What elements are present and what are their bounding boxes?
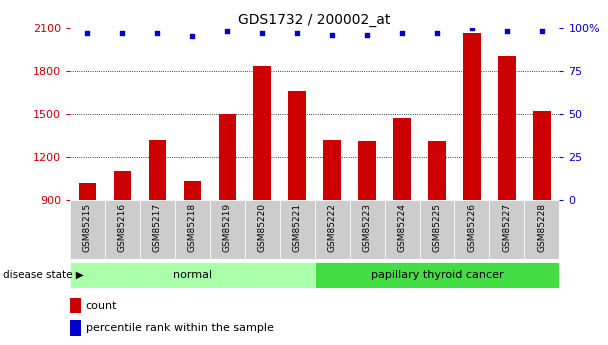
Point [362,32,372,37]
Text: disease state ▶: disease state ▶ [3,270,84,280]
Bar [280,200,315,259]
Text: percentile rank within the sample: percentile rank within the sample [86,323,274,333]
Title: GDS1732 / 200002_at: GDS1732 / 200002_at [238,12,391,27]
Point [432,30,442,36]
Bar [358,141,376,200]
Text: GSM85224: GSM85224 [398,203,407,252]
Bar [489,200,525,259]
Text: GSM85228: GSM85228 [537,203,547,252]
Bar [288,91,306,200]
Text: papillary thyroid cancer: papillary thyroid cancer [371,270,503,280]
Bar [315,262,559,288]
Bar [428,141,446,200]
Point [467,25,477,30]
Point [187,33,197,39]
Text: GSM85215: GSM85215 [83,203,92,252]
Bar [315,200,350,259]
Text: normal: normal [173,270,212,280]
Bar [420,200,454,259]
Text: GSM85221: GSM85221 [292,203,302,252]
Bar [78,183,96,200]
Text: GSM85216: GSM85216 [118,203,127,252]
Bar [70,200,105,259]
Point [327,32,337,37]
Text: GSM85219: GSM85219 [223,203,232,252]
Point [117,30,127,36]
Point [83,30,92,36]
Text: GSM85220: GSM85220 [258,203,267,252]
Text: count: count [86,301,117,311]
Bar [498,56,516,200]
Bar [210,200,244,259]
Text: GSM85217: GSM85217 [153,203,162,252]
Point [397,30,407,36]
Text: GSM85218: GSM85218 [188,203,197,252]
Bar [70,320,81,336]
Bar [454,200,489,259]
Point [292,30,302,36]
Text: GSM85225: GSM85225 [432,203,441,252]
Bar [70,298,81,313]
Bar [323,140,341,200]
Bar [385,200,420,259]
Bar [524,200,559,259]
Bar [140,200,175,259]
Bar [393,118,411,200]
Point [153,30,162,36]
Bar [105,200,140,259]
Bar [218,114,236,200]
Bar [148,140,166,200]
Point [502,28,512,34]
Bar [350,200,384,259]
Bar [254,66,271,200]
Bar [175,200,210,259]
Text: GSM85226: GSM85226 [468,203,477,252]
Text: GSM85227: GSM85227 [502,203,511,252]
Bar [70,262,315,288]
Point [537,28,547,34]
Bar [463,33,481,200]
Point [257,30,267,36]
Bar [533,111,551,200]
Bar [244,200,280,259]
Bar [114,171,131,200]
Text: GSM85223: GSM85223 [362,203,371,252]
Point [223,28,232,34]
Text: GSM85222: GSM85222 [328,203,337,252]
Bar [184,181,201,200]
